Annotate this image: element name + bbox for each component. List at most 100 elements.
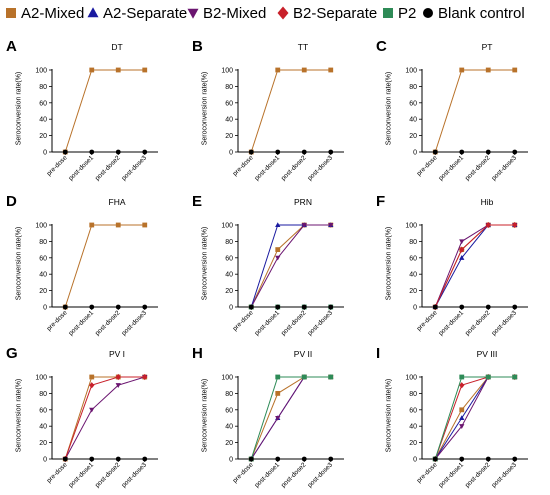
x-tick-label: post-dose2 [94,309,122,337]
x-tick-label: post-dose3 [120,154,148,182]
x-tick-label: post-dose1 [67,154,95,182]
data-point-blank-control [459,456,465,462]
data-point-blank-control [89,304,95,310]
y-axis-label: Seroconversion rate(%) [385,71,393,146]
y-tick-label: 0 [43,457,47,464]
data-point-b2-mixed [275,415,281,421]
y-tick-label: 80 [409,391,417,398]
data-point-b2-mixed [115,383,121,388]
data-point-blank-control [432,304,438,310]
series-line-a2-separate [250,376,331,460]
y-tick-label: 20 [225,288,233,295]
x-tick-label: post-dose2 [464,461,492,489]
x-tick-label: post-dose3 [306,154,334,182]
series-line-a2-mixed [434,69,515,153]
y-tick-label: 40 [39,424,47,431]
y-tick-label: 40 [225,117,233,124]
series-blank-control [432,149,518,155]
data-point-b2-separate [459,246,465,253]
y-tick-label: 0 [229,457,233,464]
y-tick-label: 60 [225,255,233,262]
y-tick-label: 20 [409,288,417,295]
panel-title: PV III [476,349,498,359]
data-point-blank-control [328,149,334,155]
series-b2-separate [432,373,518,463]
legend-marker-shape [383,8,393,18]
data-point-a2-mixed [459,407,465,413]
legend-marker-b2-mixed [187,8,199,19]
series-b2-mixed [432,374,518,462]
y-tick-label: 60 [409,100,417,107]
legend-item-p2: P2 [381,3,416,23]
y-tick-label: 80 [39,239,47,246]
series-b2-separate [432,221,518,311]
panel-letter: B [192,38,203,55]
y-tick-label: 60 [39,407,47,414]
series-line-a2-mixed [64,376,145,460]
data-point-b2-separate [459,382,465,389]
data-point-blank-control [248,149,254,155]
y-tick-label: 100 [221,375,233,382]
data-point-p2 [485,374,491,380]
y-tick-label: 40 [409,424,417,431]
data-point-blank-control [485,456,491,462]
legend-label-b2-mixed: B2-Mixed [203,4,267,22]
data-point-blank-control [89,149,95,155]
chart-panel-i: I PV III 0 20 40 60 80 100 pre-dose post-dose1 p… [370,340,550,495]
series-p2 [248,374,334,462]
x-tick-label: pre-dose [232,461,255,484]
data-point-a2-mixed [89,67,95,73]
data-point-blank-control [142,149,148,155]
data-point-a2-mixed [275,247,281,252]
series-line-b2-mixed [434,376,515,460]
plot-area: 0 20 40 60 80 100 pre-dosepost-dose1post-dose2… [405,373,528,489]
y-axis-label: Seroconversion rate(%) [201,378,209,453]
series-line-a2-separate [434,376,515,460]
panel-title: PV II [293,349,313,359]
y-tick-label: 20 [39,440,47,447]
chart-panel-f: F Hib 0 20 40 60 80 100 pre-dose post-dose1 post… [370,188,550,343]
data-point-a2-mixed [142,67,148,73]
data-point-blank-control [432,149,438,155]
data-point-blank-control [115,456,121,462]
series-line-p2 [434,376,515,460]
x-tick-label: post-dose3 [306,309,334,337]
series-line-b2-separate [434,224,515,308]
panel-letter: E [192,193,203,210]
x-tick-label: post-dose2 [94,461,122,489]
data-point-b2-mixed [328,222,334,228]
legend-label-a2-mixed: A2-Mixed [21,4,85,22]
panel-title: Hib [480,197,494,207]
y-axis-label: Seroconversion rate(%) [201,226,209,301]
y-tick-label: 0 [413,305,417,312]
y-tick-label: 80 [409,84,417,91]
data-point-blank-control [248,304,254,310]
x-tick-label: post-dose2 [280,461,308,489]
x-tick-label: pre-dose [416,461,439,484]
data-point-b2-mixed [301,222,307,228]
x-tick-label: pre-dose [46,154,69,177]
x-tick-label: post-dose1 [437,309,465,337]
x-tick-label: post-dose1 [253,309,281,337]
x-tick-label: pre-dose [46,309,69,332]
data-point-b2-mixed [459,239,465,245]
plot-area: 0 20 40 60 80 100 pre-dosepost-dose1post-dose2… [35,67,158,182]
series-b2-mixed [432,222,518,310]
plot-area: 0 20 40 60 80 100 pre-dosepost-dose1post-dose2… [405,221,528,337]
y-tick-label: 100 [405,68,417,75]
y-tick-label: 20 [225,440,233,447]
series-line-b2-mixed [250,224,331,308]
x-tick-label: pre-dose [416,154,439,177]
x-tick-label: post-dose3 [490,309,518,337]
legend-marker-shape [87,7,99,18]
series-a2-mixed [248,222,334,310]
legend-label-b2-separate: B2-Separate [293,4,378,22]
data-point-p2 [301,374,307,380]
legend-item-b2-separate: B2-Separate [276,3,377,23]
y-tick-label: 20 [39,288,47,295]
plot-area: 0 20 40 60 80 100 pre-dosepost-dose1post-dose2… [221,222,344,337]
data-point-blank-control [485,149,491,155]
data-point-blank-control [512,149,518,155]
y-tick-label: 40 [225,424,233,431]
y-tick-label: 80 [225,391,233,398]
